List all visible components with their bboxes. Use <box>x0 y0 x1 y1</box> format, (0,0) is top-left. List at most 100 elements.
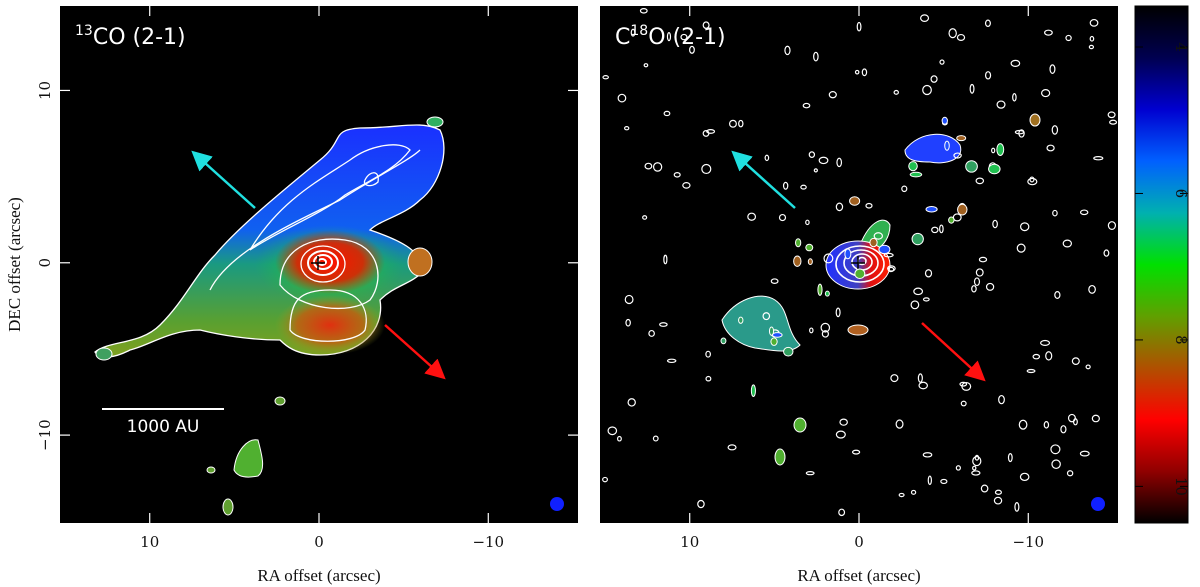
contour-speck <box>960 400 967 407</box>
contour-speck <box>624 126 630 131</box>
contour-speck <box>1020 222 1030 232</box>
contour-speck <box>702 21 710 29</box>
contour-speck <box>762 312 771 321</box>
contour-speck <box>1088 44 1095 50</box>
x-axis-label: RA offset (arcsec) <box>797 566 920 585</box>
contour-speck <box>865 202 873 209</box>
contour-speck <box>959 381 968 387</box>
contour-speck <box>835 430 846 439</box>
emission-region <box>426 116 444 128</box>
panel-title: 13CO (2-1) <box>75 23 186 50</box>
contour-speck <box>1051 459 1061 470</box>
contour-speck <box>984 71 992 80</box>
emission-region <box>925 205 938 213</box>
contour-speck <box>666 358 677 364</box>
contour-speck <box>972 465 977 471</box>
emission-region <box>275 295 385 355</box>
contour-speck <box>1079 450 1090 457</box>
contour-speck <box>663 254 668 265</box>
contour-speck <box>1062 239 1073 248</box>
title-text: O (2-1) <box>648 25 725 50</box>
contour-speck <box>1016 243 1026 253</box>
emission-region <box>869 237 878 248</box>
contour-speck <box>927 475 932 486</box>
contour-speck <box>994 489 1002 496</box>
colorbar-tick-label: 4 <box>1172 42 1190 52</box>
contour-speck <box>836 157 843 168</box>
contour-speck <box>1060 425 1067 434</box>
contour-speck <box>813 168 818 173</box>
contour-speck <box>1089 35 1095 42</box>
contour-speck <box>627 398 636 407</box>
emission-region <box>957 203 968 216</box>
contour-speck <box>617 93 627 103</box>
emission-region <box>720 337 727 345</box>
emission-region <box>911 232 924 246</box>
contour-speck <box>924 269 933 278</box>
contour-speck <box>823 253 834 264</box>
contour-speck <box>702 130 710 137</box>
contour-speck <box>1041 89 1051 98</box>
title-superscript: 13 <box>75 23 93 39</box>
emission-region <box>878 244 891 255</box>
contour-speck <box>689 45 695 54</box>
emission-region <box>805 243 814 252</box>
contour-speck <box>727 444 737 451</box>
emission-region <box>770 337 778 346</box>
contour-speck <box>666 32 672 42</box>
x-tick-label: 10 <box>680 533 699 551</box>
contour-speck <box>1107 221 1117 230</box>
contour-speck <box>624 294 634 305</box>
contour-speck <box>738 119 744 128</box>
contour-speck <box>975 177 985 185</box>
colorbar-tick-label: 10 <box>1172 477 1190 496</box>
contour-speck <box>1014 502 1020 512</box>
contour-speck <box>922 297 930 302</box>
contour-speck <box>800 184 807 190</box>
y-axis-label: DEC offset (arcsec) <box>5 197 24 332</box>
contour-speck <box>969 83 975 94</box>
contour-speck <box>854 69 860 75</box>
contour-speck <box>873 232 884 240</box>
contour-speck <box>895 419 904 429</box>
contour-speck <box>910 300 920 310</box>
contour-speck <box>1054 291 1061 299</box>
contour-speck <box>1026 368 1036 374</box>
contour-speck <box>659 322 668 327</box>
scale-bar-label: 1000 AU <box>127 417 200 437</box>
contour-speck <box>898 492 905 498</box>
contour-speck <box>680 33 688 41</box>
emission-region <box>909 171 923 178</box>
contour-speck <box>913 287 924 296</box>
contour-speck <box>1019 472 1030 482</box>
x-tick-label: 0 <box>314 533 324 551</box>
title-superscript: 18 <box>630 23 648 39</box>
contour-speck <box>956 33 966 41</box>
contour-speck <box>1049 64 1056 74</box>
contour-speck <box>1079 209 1089 216</box>
contour-speck <box>1007 452 1013 463</box>
emission-region <box>817 283 823 296</box>
contour-speck <box>991 147 996 154</box>
emission-region <box>750 384 756 398</box>
outflow-arrow-blue <box>191 150 256 209</box>
contour-speck <box>931 226 939 234</box>
contour-speck <box>1107 111 1116 119</box>
emission-map <box>602 8 1118 517</box>
contour-speck <box>1046 144 1055 152</box>
emission-region <box>274 396 286 406</box>
contour-speck <box>835 202 844 212</box>
contour-speck <box>1010 59 1021 67</box>
contour-speck <box>1018 419 1028 430</box>
emission-region <box>854 268 866 279</box>
contour-speck <box>625 318 631 327</box>
emission-region <box>793 417 807 433</box>
contour-speck <box>992 219 998 229</box>
colorbar <box>1134 5 1189 524</box>
contour-speck <box>652 435 659 442</box>
contour-speck <box>617 435 622 442</box>
x-tick-label: 0 <box>854 533 864 551</box>
contour-speck <box>663 110 671 117</box>
contour-speck <box>648 329 655 337</box>
emission-region <box>807 258 813 266</box>
